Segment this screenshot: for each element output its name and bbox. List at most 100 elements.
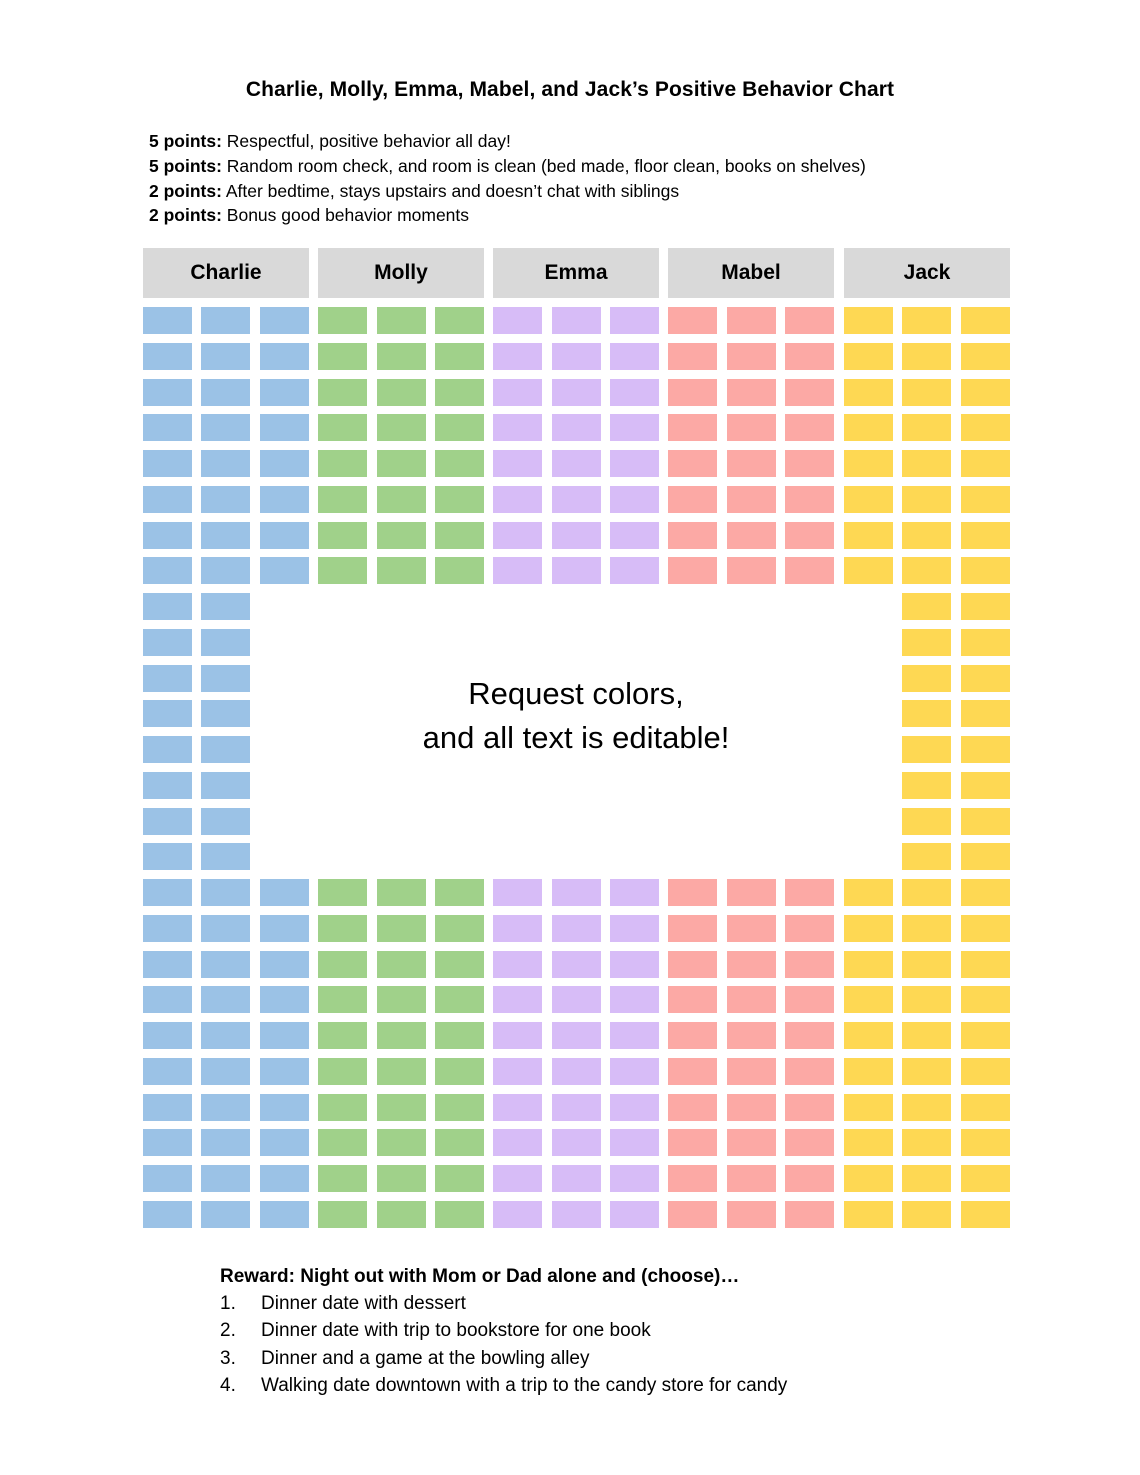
- point-box-jack: [902, 1058, 951, 1085]
- point-box-charlie: [143, 843, 192, 870]
- point-box-mabel: [668, 915, 717, 942]
- point-box-molly: [435, 450, 484, 477]
- point-box-jack: [844, 1094, 893, 1121]
- point-box-charlie: [143, 307, 192, 334]
- point-box-molly: [318, 522, 367, 549]
- point-box-charlie: [201, 629, 250, 656]
- point-box-charlie: [201, 414, 250, 441]
- point-box-jack: [961, 1094, 1010, 1121]
- point-box-emma: [610, 522, 659, 549]
- point-box-molly: [318, 1129, 367, 1156]
- point-box-emma: [493, 986, 542, 1013]
- point-box-emma: [610, 986, 659, 1013]
- point-box-molly: [318, 379, 367, 406]
- point-box-jack: [961, 772, 1010, 799]
- point-box-jack: [961, 557, 1010, 584]
- point-box-charlie: [201, 736, 250, 763]
- point-box-emma: [552, 414, 601, 441]
- point-box-jack: [961, 414, 1010, 441]
- point-box-mabel: [668, 1201, 717, 1228]
- point-box-charlie: [143, 1165, 192, 1192]
- point-box-molly: [377, 1129, 426, 1156]
- point-box-charlie: [143, 1129, 192, 1156]
- point-box-jack: [902, 915, 951, 942]
- point-box-mabel: [727, 915, 776, 942]
- point-box-charlie: [260, 557, 309, 584]
- point-box-mabel: [668, 307, 717, 334]
- point-box-jack: [961, 1201, 1010, 1228]
- point-box-molly: [377, 522, 426, 549]
- point-box-emma: [552, 450, 601, 477]
- point-box-mabel: [668, 486, 717, 513]
- point-box-emma: [552, 1094, 601, 1121]
- point-box-molly: [318, 1022, 367, 1049]
- point-box-molly: [377, 414, 426, 441]
- point-box-jack: [961, 736, 1010, 763]
- point-box-molly: [318, 343, 367, 370]
- point-box-molly: [435, 414, 484, 441]
- point-box-emma: [610, 1201, 659, 1228]
- point-box-jack: [961, 951, 1010, 978]
- point-box-charlie: [201, 843, 250, 870]
- point-box-jack: [902, 486, 951, 513]
- point-box-jack: [961, 307, 1010, 334]
- point-box-emma: [493, 450, 542, 477]
- point-box-molly: [377, 343, 426, 370]
- point-box-molly: [435, 379, 484, 406]
- point-box-molly: [377, 951, 426, 978]
- point-box-charlie: [143, 593, 192, 620]
- point-box-jack: [844, 951, 893, 978]
- point-box-mabel: [785, 450, 834, 477]
- point-box-emma: [610, 557, 659, 584]
- reward-section: Reward: Night out with Mom or Dad alone …: [220, 1264, 787, 1399]
- point-box-charlie: [143, 486, 192, 513]
- rule-item: 5 points: Random room check, and room is…: [149, 154, 866, 179]
- point-box-molly: [377, 486, 426, 513]
- center-note: Request colors, and all text is editable…: [256, 672, 896, 760]
- point-box-mabel: [727, 1022, 776, 1049]
- reward-item: 3. Dinner and a game at the bowling alley: [220, 1345, 787, 1372]
- point-box-jack: [844, 1022, 893, 1049]
- point-box-jack: [961, 1022, 1010, 1049]
- point-box-molly: [377, 1058, 426, 1085]
- point-box-charlie: [260, 414, 309, 441]
- point-box-molly: [435, 951, 484, 978]
- point-box-charlie: [143, 736, 192, 763]
- point-box-emma: [493, 1058, 542, 1085]
- point-box-emma: [610, 450, 659, 477]
- point-box-charlie: [143, 1058, 192, 1085]
- point-box-mabel: [785, 486, 834, 513]
- point-box-charlie: [201, 343, 250, 370]
- point-box-emma: [552, 1129, 601, 1156]
- point-box-jack: [961, 808, 1010, 835]
- point-box-jack: [961, 1165, 1010, 1192]
- point-box-charlie: [143, 379, 192, 406]
- reward-item-text: Dinner and a game at the bowling alley: [261, 1347, 590, 1369]
- point-box-molly: [435, 1165, 484, 1192]
- point-box-jack: [902, 522, 951, 549]
- point-box-charlie: [201, 486, 250, 513]
- point-box-charlie: [143, 522, 192, 549]
- point-box-mabel: [668, 1165, 717, 1192]
- reward-item: 2. Dinner date with trip to bookstore for…: [220, 1317, 787, 1344]
- point-box-jack: [902, 1165, 951, 1192]
- point-box-jack: [961, 665, 1010, 692]
- point-box-emma: [493, 1129, 542, 1156]
- point-box-jack: [961, 593, 1010, 620]
- reward-item: 1. Dinner date with dessert: [220, 1290, 787, 1317]
- point-box-jack: [844, 1129, 893, 1156]
- point-box-mabel: [668, 557, 717, 584]
- point-box-mabel: [785, 557, 834, 584]
- point-box-charlie: [143, 1022, 192, 1049]
- point-box-jack: [902, 450, 951, 477]
- point-box-mabel: [727, 414, 776, 441]
- point-box-emma: [610, 414, 659, 441]
- point-box-jack: [961, 986, 1010, 1013]
- point-box-mabel: [727, 343, 776, 370]
- center-note-line2: and all text is editable!: [422, 720, 730, 755]
- point-box-emma: [493, 343, 542, 370]
- point-box-molly: [377, 307, 426, 334]
- point-box-charlie: [201, 986, 250, 1013]
- header-molly: Molly: [318, 248, 484, 298]
- point-box-charlie: [201, 951, 250, 978]
